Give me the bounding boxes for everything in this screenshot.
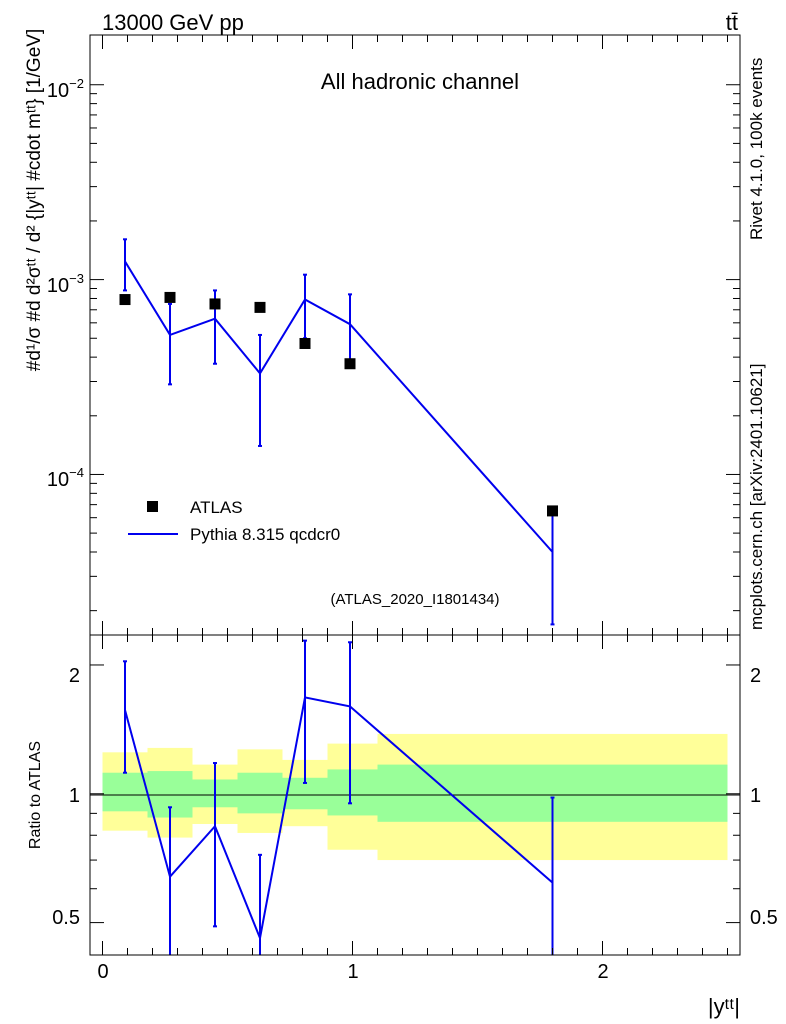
main-y-ticks xyxy=(90,35,740,635)
ratio-y-tick-labels-left: 2 1 0.5 xyxy=(52,665,80,929)
x-tick-label-1: 1 xyxy=(347,961,358,983)
x-tick-label-0: 0 xyxy=(97,961,108,983)
ratio-y-tick-label-0.5: 0.5 xyxy=(52,907,80,929)
watermark: (ATLAS_2020_I1801434) xyxy=(330,591,499,608)
ratio-band-inner xyxy=(102,772,148,812)
ratio-y-tick-labels-right: 2 1 0.5 xyxy=(750,665,778,929)
y-tick-label-1e-2: 10−2 xyxy=(47,76,84,102)
ratio-ticks xyxy=(90,635,740,955)
legend-atlas-marker xyxy=(147,501,158,512)
ratio-ylabel: Ratio to ATLAS xyxy=(27,741,44,849)
main-y-tick-labels: 10−2 10−3 10−4 xyxy=(47,76,84,491)
legend: ATLAS Pythia 8.315 qcdcr0 xyxy=(128,498,340,544)
ratio-frame xyxy=(89,634,741,956)
x-axis-title: |yᵗᵗ| xyxy=(708,994,740,1019)
atlas-data-point xyxy=(547,505,558,517)
ratio-band-inner xyxy=(237,772,283,814)
rivet-label: Rivet 4.1.0, 100k events xyxy=(747,58,766,240)
atlas-data-point xyxy=(299,337,311,349)
legend-mc-label: Pythia 8.315 qcdcr0 xyxy=(190,525,340,544)
atlas-data-point xyxy=(119,294,131,306)
y-tick-label-1e-4: 10−4 xyxy=(47,465,84,491)
ratio-y-tick-label-1: 1 xyxy=(69,785,80,807)
main-title: All hadronic channel xyxy=(321,69,519,94)
ratio-bands xyxy=(102,733,728,861)
ratio-panel: 2 1 0.5 2 1 0.5 0 1 2 Ratio to ATLAS |yᵗ… xyxy=(27,634,778,1019)
main-y-axis-title: #d¹/σ #d d²σᵗᵗ / d² {|yᵗᵗ| #cdot mᵗᵗ} [1… xyxy=(24,29,45,371)
ratio-plot-area xyxy=(123,639,555,955)
main-panel: All hadronic channel (ATLAS_2020_I180143… xyxy=(24,29,741,636)
atlas-data-point xyxy=(344,358,356,370)
y-tick-label-1e-3: 10−3 xyxy=(47,271,84,297)
ratio-y-tick-label-0.5-right: 0.5 xyxy=(750,907,778,929)
mcplots-label: mcplots.cern.ch [arXiv:2401.10621] xyxy=(747,364,766,630)
atlas-data-point xyxy=(254,301,266,313)
main-frame xyxy=(89,34,741,636)
ratio-y-tick-label-1-right: 1 xyxy=(750,785,761,807)
ratio-x-tick-labels: 0 1 2 xyxy=(97,961,608,983)
atlas-data-point xyxy=(164,291,176,303)
ratio-y-tick-label-2: 2 xyxy=(69,665,80,687)
x-tick-label-2: 2 xyxy=(597,961,608,983)
legend-atlas-label: ATLAS xyxy=(190,498,243,517)
ratio-y-axis-title: Ratio to ATLAS xyxy=(27,741,44,849)
process-label: tt̄ xyxy=(726,10,738,35)
energy-label: 13000 GeV pp xyxy=(102,10,244,35)
atlas-data-point xyxy=(209,298,221,310)
ratio-y-tick-label-2-right: 2 xyxy=(750,665,761,687)
main-plot-area xyxy=(119,238,558,626)
main-ylabel: #d¹/σ #d d²σᵗᵗ / d² {|yᵗᵗ| #cdot mᵗᵗ} [1… xyxy=(24,29,45,371)
ratio-band-inner xyxy=(327,769,378,816)
